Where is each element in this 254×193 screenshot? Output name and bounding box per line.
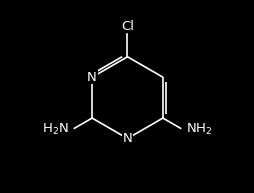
Text: N: N: [122, 132, 132, 145]
Text: NH$_2$: NH$_2$: [185, 122, 212, 137]
Text: N: N: [87, 71, 97, 84]
Text: Cl: Cl: [121, 20, 133, 33]
Text: H$_2$N: H$_2$N: [42, 122, 69, 137]
